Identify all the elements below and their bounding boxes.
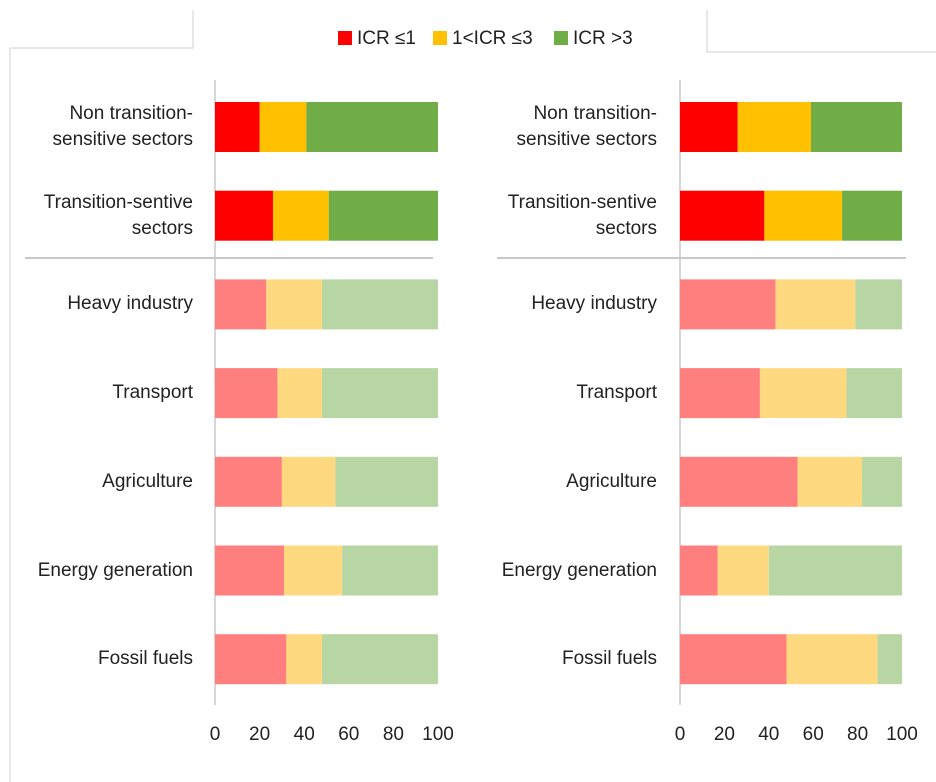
bar-segment [855,279,902,330]
legend-label: 1<ICR ≤3 [452,28,533,49]
bar-segment [786,634,878,685]
x-tick-label: 100 [886,724,918,745]
bar-segment [215,545,285,596]
category-label: Energy generation [37,559,193,581]
bar-segment [215,456,282,507]
x-tick-label: 60 [803,724,824,745]
bar-segment [272,190,329,241]
bar-segment [680,634,787,685]
x-tick-label: 60 [338,724,359,745]
bar-segment [215,368,278,419]
bar-segment [877,634,902,685]
bar-segment [846,368,902,419]
bar-segment [281,456,336,507]
bar-segment [768,545,902,596]
legend-swatch [433,31,447,45]
bar-segment [797,456,863,507]
category-label: Fossil fuels [561,648,657,670]
legend-label: ICR >3 [573,28,633,49]
bar-segment [286,634,323,685]
bar-segment [680,368,760,419]
x-tick-label: 0 [675,724,686,745]
category-label: Transition-sentive sectors [507,191,657,239]
bar-segment [284,545,343,596]
category-label: Transport [112,382,193,404]
category-label: Non transition- sensitive sectors [516,103,657,150]
x-tick-label: 80 [383,724,404,745]
legend-swatch [554,31,568,45]
bar-segment [680,102,738,152]
bar-segment [775,279,856,330]
bar-segment [266,279,323,330]
bar-segment [215,634,287,685]
x-tick-label: 20 [714,724,735,745]
category-label: Fossil fuels [97,648,193,670]
bar-segment [810,102,902,152]
bar-segment [322,279,438,330]
category-label: Non transition- sensitive sectors [52,103,193,150]
bar-segment [259,102,307,152]
frame [9,10,194,782]
bar-segment [842,190,902,241]
x-tick-label: 40 [294,724,315,745]
bar-segment [680,456,798,507]
bar-segment [759,368,847,419]
bar-segment [862,456,902,507]
bar-segment [215,102,260,152]
x-tick-label: 100 [422,724,454,745]
bar-segment [328,190,438,241]
bar-segment [322,368,438,419]
bar-segment [680,190,765,241]
category-label: Agriculture [566,470,657,492]
category-label: Transition-sentive sectors [43,191,193,239]
bar-segment [215,279,267,330]
category-label: Agriculture [102,470,193,492]
bar-segment [717,545,769,596]
bar-segment [335,456,438,507]
bar-segment [680,545,718,596]
legend-swatch [338,31,352,45]
x-tick-label: 80 [847,724,868,745]
x-tick-label: 20 [249,724,270,745]
bar-segment [306,102,438,152]
category-label: Heavy industry [67,293,193,315]
bar-segment [737,102,811,152]
bar-segment [215,190,273,241]
x-tick-label: 40 [758,724,779,745]
x-tick-label: 0 [210,724,221,745]
bar-segment [277,368,323,419]
frame [706,10,936,53]
category-label: Heavy industry [531,293,657,315]
category-label: Transport [576,382,657,404]
category-label: Energy generation [501,559,657,581]
bar-segment [680,279,776,330]
legend-label: ICR ≤1 [357,28,416,49]
bar-segment [764,190,843,241]
bar-segment [322,634,438,685]
bar-segment [342,545,438,596]
